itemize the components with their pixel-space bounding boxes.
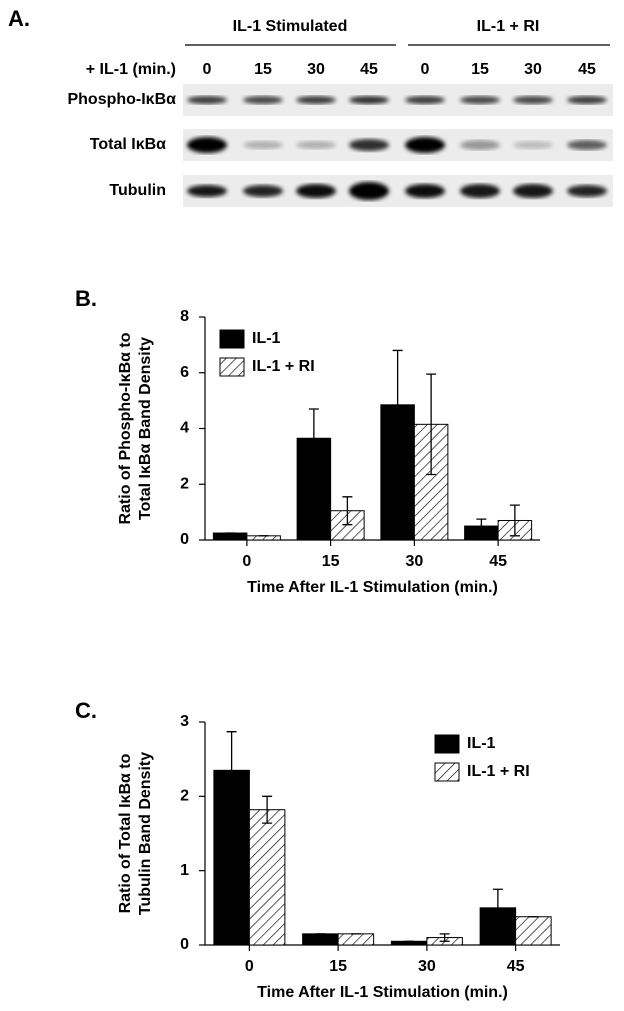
group-label: IL-1 + RI	[477, 18, 540, 35]
band	[405, 96, 445, 104]
error-bar	[439, 933, 450, 942]
lane-label: 45	[578, 61, 596, 78]
band	[243, 185, 283, 197]
lane-label: 45	[360, 61, 378, 78]
x-tick-label: 45	[507, 958, 525, 975]
legend-label: IL-1 + RI	[252, 358, 315, 375]
x-axis-label: Time After IL-1 Stimulation (min.)	[257, 984, 508, 1001]
bar	[212, 532, 248, 541]
x-tick-label: 45	[489, 553, 507, 570]
y-axis-label: Ratio of Phospho-IκBα to	[117, 332, 134, 524]
error-bar	[262, 795, 273, 824]
error-bar	[509, 504, 520, 537]
band	[349, 96, 389, 104]
lane-label: 30	[524, 61, 542, 78]
band	[296, 141, 336, 149]
bar	[302, 933, 339, 946]
legend-swatch	[219, 357, 245, 377]
band	[187, 96, 227, 104]
band	[296, 184, 336, 198]
y-tick-label: 0	[180, 531, 189, 548]
band	[349, 139, 389, 151]
y-tick-label: 2	[180, 788, 189, 805]
legend-label: IL-1	[252, 330, 281, 347]
x-axis-label: Time After IL-1 Stimulation (min.)	[247, 579, 498, 596]
bar	[515, 916, 552, 946]
y-tick-label: 0	[180, 936, 189, 953]
error-bar	[226, 731, 237, 810]
band	[349, 182, 389, 200]
lane-label: 15	[471, 61, 489, 78]
y-tick-label: 4	[180, 420, 189, 437]
bar	[337, 933, 375, 946]
band	[513, 184, 553, 198]
band	[187, 185, 227, 197]
lane-label: 15	[254, 61, 272, 78]
y-axis-label: Tubulin Band Density	[137, 752, 154, 915]
band	[567, 185, 607, 197]
legend-swatch	[434, 762, 460, 782]
panel-label: C.	[75, 698, 97, 723]
x-tick-label: 30	[405, 553, 423, 570]
legend-swatch	[219, 329, 245, 349]
error-bar	[426, 373, 437, 476]
y-axis-label: Total IκBα Band Density	[137, 337, 154, 520]
error-bar	[308, 408, 319, 469]
band	[513, 141, 553, 149]
lane-title: + IL-1 (min.)	[86, 61, 176, 78]
band	[296, 96, 336, 104]
error-bar	[492, 888, 503, 928]
y-tick-label: 1	[180, 862, 189, 879]
legend-label: IL-1 + RI	[467, 763, 530, 780]
bar	[330, 510, 365, 541]
y-tick-label: 6	[180, 364, 189, 381]
y-tick-label: 8	[180, 308, 189, 325]
band	[567, 96, 607, 104]
y-axis-label: Ratio of Total IκBα to	[117, 753, 134, 913]
band	[460, 140, 500, 150]
band	[405, 137, 445, 153]
panel-label: B.	[75, 286, 97, 311]
legend-label: IL-1	[467, 735, 496, 752]
group-label: IL-1 Stimulated	[233, 18, 348, 35]
panel-label: A.	[8, 6, 30, 31]
x-tick-label: 15	[329, 958, 347, 975]
band	[405, 184, 445, 198]
lane-label: 0	[421, 61, 430, 78]
lane-label: 0	[203, 61, 212, 78]
band	[243, 141, 283, 149]
error-bar	[342, 496, 353, 526]
legend-swatch	[434, 734, 460, 754]
row-label: Phospho-IκBα	[67, 91, 176, 108]
band	[567, 140, 607, 150]
error-bar	[476, 518, 487, 534]
band	[187, 137, 227, 153]
x-tick-label: 0	[245, 958, 254, 975]
band	[460, 96, 500, 104]
x-tick-label: 30	[418, 958, 436, 975]
error-bar	[392, 349, 403, 460]
x-tick-label: 15	[322, 553, 340, 570]
row-label: Total IκBα	[90, 136, 166, 153]
y-tick-label: 2	[180, 475, 189, 492]
bar	[248, 809, 286, 946]
blot-image	[183, 84, 613, 207]
band	[513, 96, 553, 104]
x-tick-label: 0	[242, 553, 251, 570]
y-tick-label: 3	[180, 713, 189, 730]
band	[460, 184, 500, 198]
lane-label: 30	[307, 61, 325, 78]
band	[243, 96, 283, 104]
row-label: Tubulin	[109, 182, 166, 199]
